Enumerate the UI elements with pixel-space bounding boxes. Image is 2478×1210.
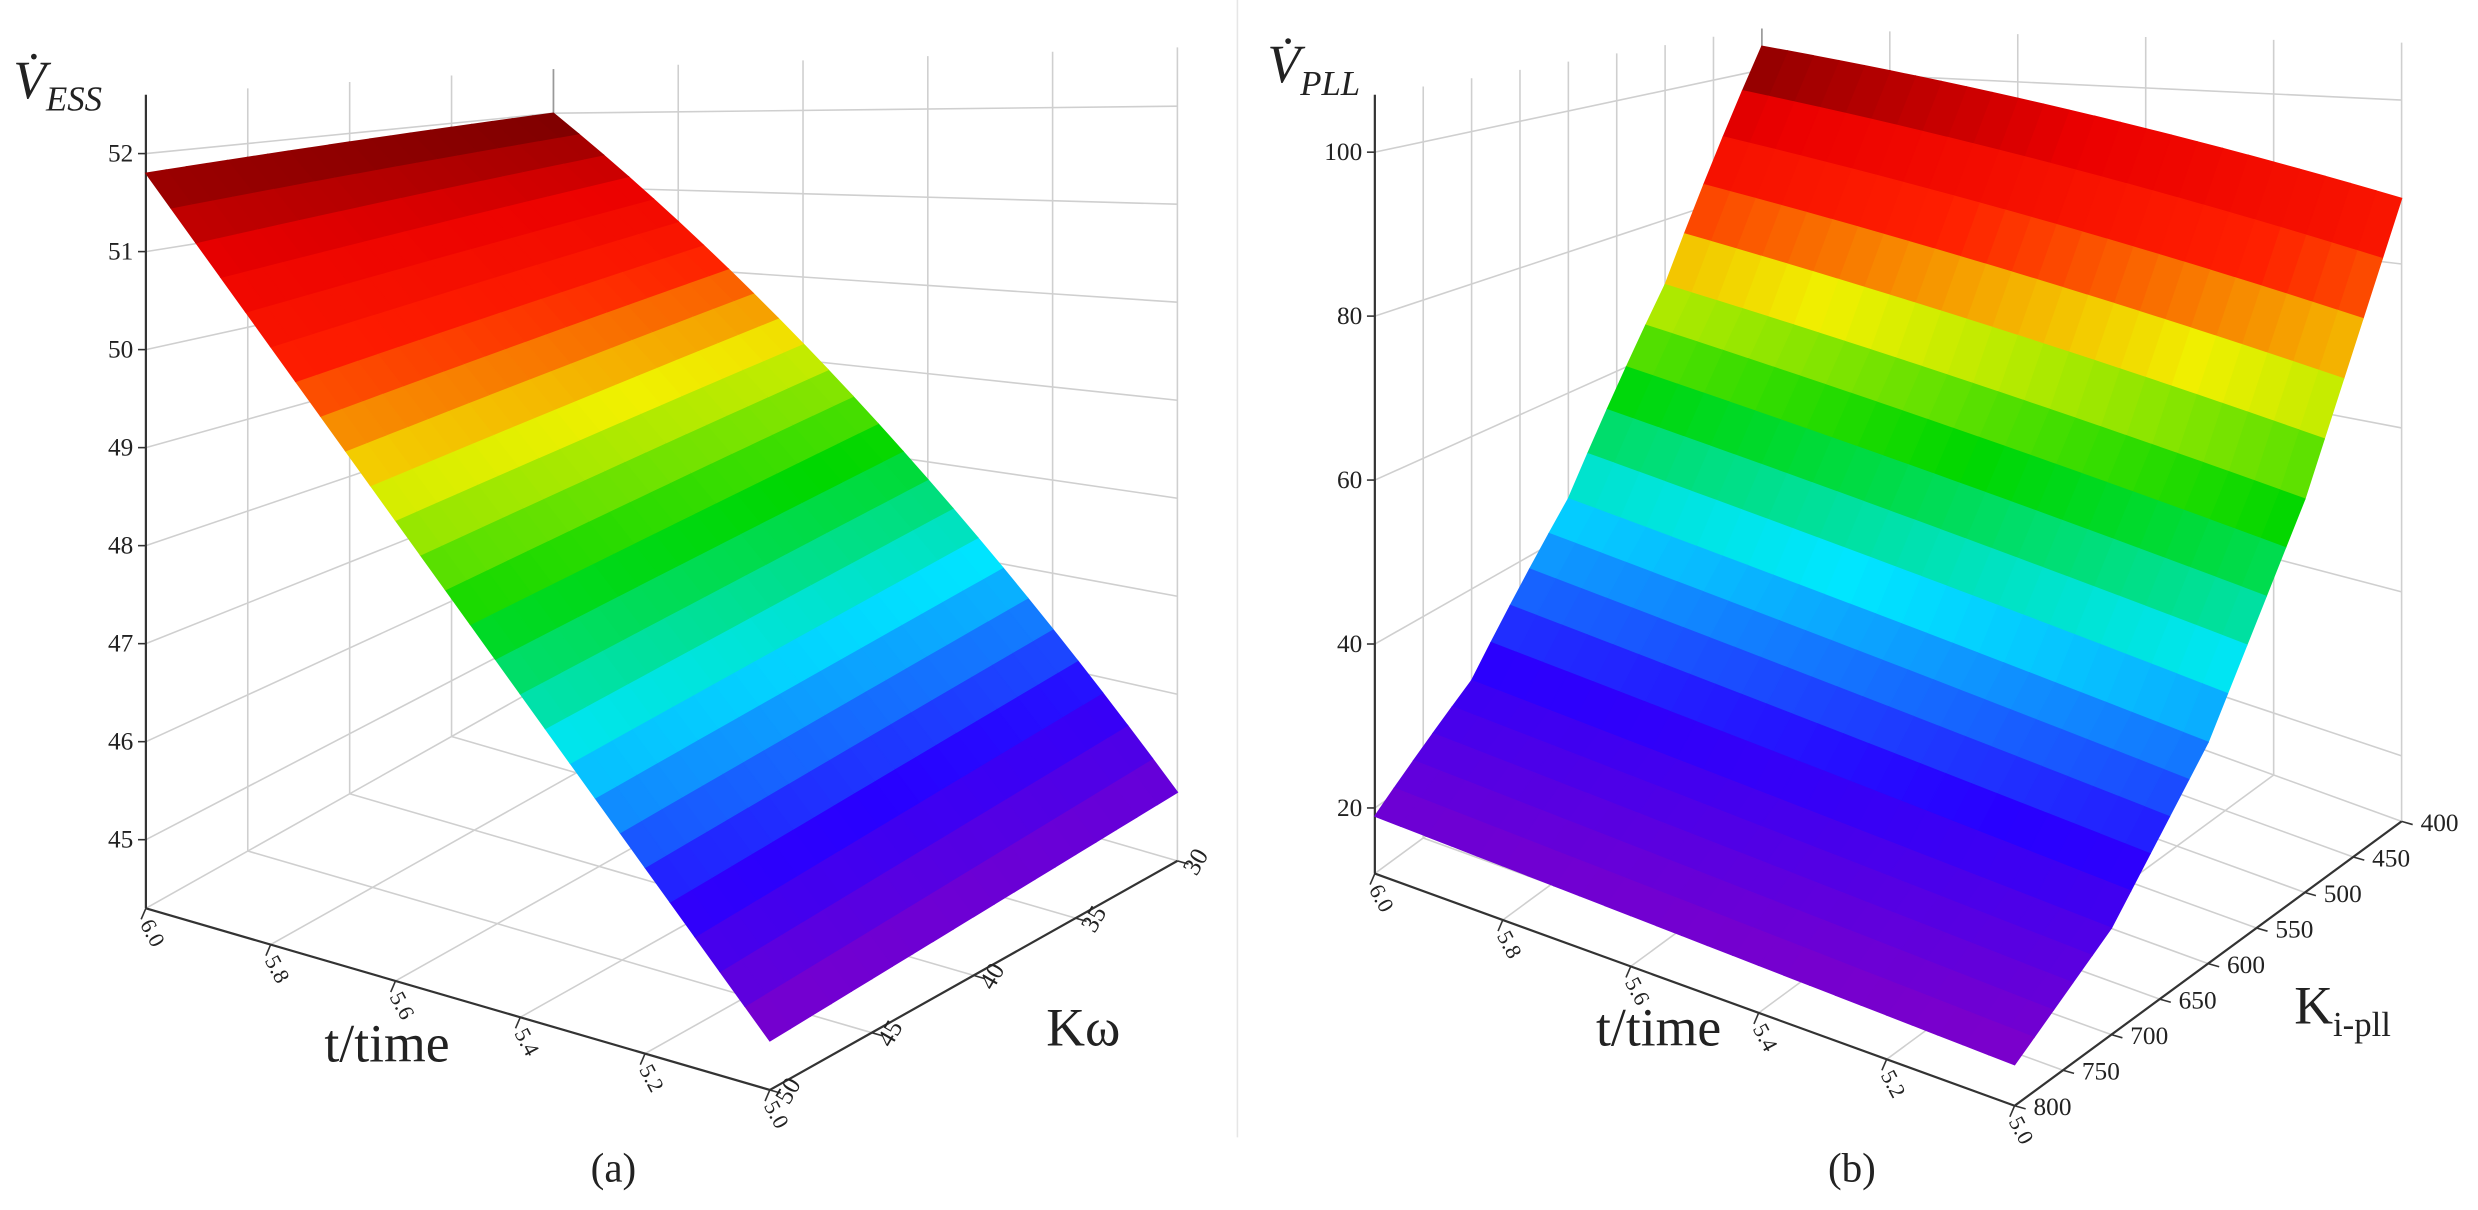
tick-mark xyxy=(1075,917,1087,923)
grid-line xyxy=(145,678,554,909)
tick-mark xyxy=(1881,1058,1888,1071)
surface-patch xyxy=(144,169,193,209)
tick-mark xyxy=(140,907,147,920)
tick-mark xyxy=(973,974,985,980)
tick-mark xyxy=(769,1089,782,1094)
tick-mark xyxy=(2062,1069,2075,1075)
z-axis-label: V̇ESS xyxy=(13,50,102,119)
z-tick-label: 52 xyxy=(108,139,133,167)
z-axis-label-symbol: V̇ xyxy=(1267,34,1305,94)
tick-mark xyxy=(2256,927,2268,932)
z-tick-label: 60 xyxy=(1337,466,1362,494)
tick-mark xyxy=(1369,873,1376,885)
z-tick-label: 51 xyxy=(108,237,133,265)
tick-mark xyxy=(2111,1033,2123,1039)
z-tick-label: 40 xyxy=(1337,630,1362,658)
tick-mark xyxy=(1497,919,1504,932)
tick-mark xyxy=(2009,1105,2016,1118)
y-axis-label-subscript: i-pll xyxy=(2333,1005,2391,1044)
y-axis-label: Ki-pll xyxy=(2294,976,2391,1045)
tick-mark xyxy=(2353,856,2365,861)
z-axis-label-subscript: PLL xyxy=(1299,64,1360,103)
z-tick-label: 45 xyxy=(108,826,133,854)
z-tick-label: 20 xyxy=(1337,794,1362,822)
panel: 204060801005.05.25.45.65.86.040045050055… xyxy=(1267,28,2459,1191)
grid-line xyxy=(553,185,1178,206)
x-axis-label: t/time xyxy=(1596,998,1721,1058)
tick-mark xyxy=(639,1053,646,1065)
tick-mark xyxy=(2014,1104,2026,1110)
y-tick-label: 700 xyxy=(2130,1022,2168,1050)
panel: 45464748495051525.05.25.45.65.86.0303540… xyxy=(13,47,1214,1191)
z-axis-label-symbol: V̇ xyxy=(13,50,51,110)
tick-mark xyxy=(2401,820,2413,826)
tick-mark xyxy=(2159,998,2172,1004)
y-tick-label: 650 xyxy=(2179,987,2217,1015)
tick-mark xyxy=(1625,966,1632,978)
tick-mark xyxy=(1177,860,1189,865)
tick-mark xyxy=(265,944,272,956)
tick-mark xyxy=(514,1016,521,1029)
y-tick-label: 550 xyxy=(2275,916,2313,944)
z-tick-label: 46 xyxy=(108,728,133,756)
grid-line xyxy=(553,105,1178,115)
y-tick-label: 450 xyxy=(2372,844,2410,872)
z-tick-label: 80 xyxy=(1337,302,1362,330)
z-tick-label: 47 xyxy=(108,630,133,658)
x-axis-label: t/time xyxy=(324,1014,449,1074)
tick-mark xyxy=(2207,962,2220,968)
z-axis-label-subscript: ESS xyxy=(45,80,102,119)
y-tick-label: 750 xyxy=(2082,1058,2120,1086)
surface-patch xyxy=(1373,787,1421,827)
tick-mark xyxy=(764,1089,771,1102)
tick-mark xyxy=(871,1031,884,1037)
z-tick-label: 49 xyxy=(108,434,133,462)
tick-mark xyxy=(390,980,397,993)
z-tick-label: 48 xyxy=(108,532,133,560)
y-tick-label: 400 xyxy=(2421,809,2459,837)
panel-label: (b) xyxy=(1828,1145,1876,1191)
z-tick-label: 50 xyxy=(108,336,133,364)
y-tick-label: 600 xyxy=(2227,951,2265,979)
y-tick-label: 800 xyxy=(2034,1093,2072,1121)
x-axis xyxy=(145,907,771,1092)
z-tick-label: 100 xyxy=(1324,138,1362,166)
y-axis-label: Kω xyxy=(1046,998,1120,1058)
panel-label: (a) xyxy=(591,1145,637,1191)
y-tick-label: 500 xyxy=(2324,880,2362,908)
tick-mark xyxy=(2304,891,2317,897)
x-axis xyxy=(1374,872,2015,1107)
tick-mark xyxy=(1753,1012,1760,1025)
z-axis-label: V̇PLL xyxy=(1267,34,1360,103)
y-axis-label-symbol: K xyxy=(2294,976,2333,1036)
